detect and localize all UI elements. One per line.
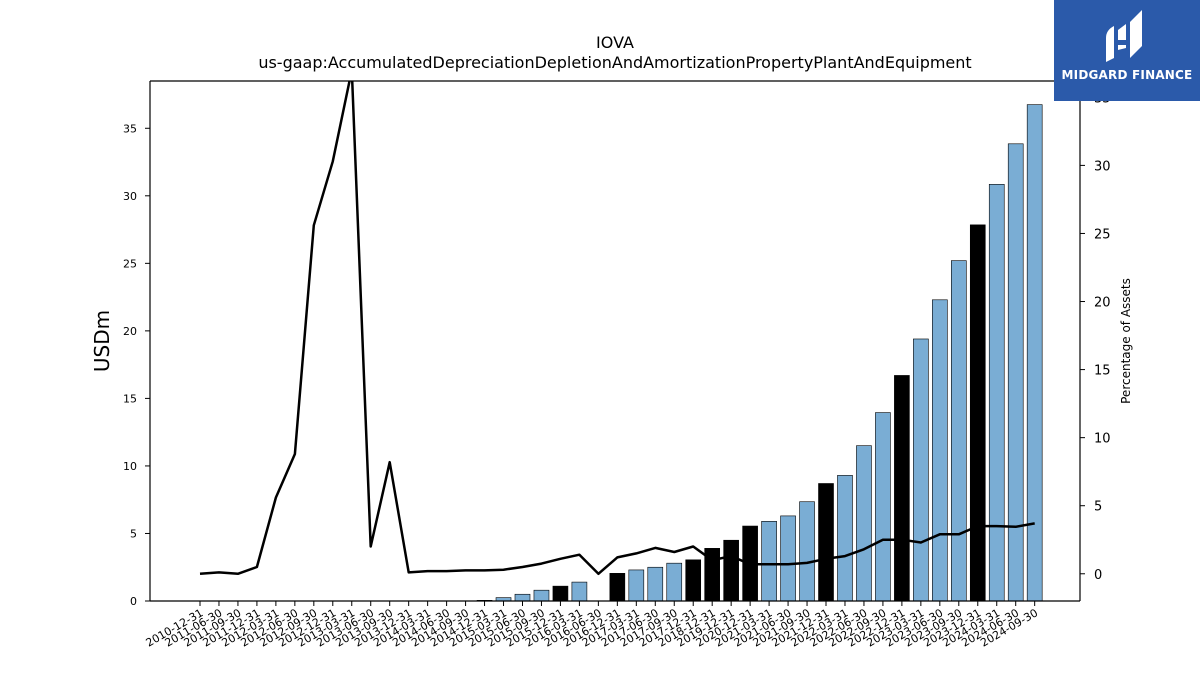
bar	[571, 581, 588, 602]
brand-logo: MIDGARD FINANCE	[1054, 0, 1200, 101]
bar	[875, 412, 891, 602]
bars-group	[192, 104, 1043, 602]
bar	[723, 539, 739, 602]
y-tick-label: 25	[123, 257, 137, 270]
y-right-tick-label: 0	[1094, 568, 1102, 583]
y-right-tick-label: 25	[1094, 227, 1111, 242]
bar	[969, 224, 986, 602]
y-tick-label: 35	[123, 122, 137, 135]
bar	[894, 375, 910, 602]
bar	[818, 483, 834, 602]
bar	[950, 260, 967, 602]
y-axis-right-label: Percentage of Assets	[1119, 278, 1133, 404]
y-right-tick-label: 15	[1094, 364, 1111, 379]
bar	[628, 569, 645, 602]
y-tick-label: 15	[123, 392, 137, 405]
bar	[1007, 143, 1024, 602]
bar	[913, 338, 929, 602]
bar	[647, 566, 664, 602]
line-group	[199, 81, 1035, 576]
chart-subtitle: us-gaap:AccumulatedDepreciationDepletion…	[258, 53, 971, 72]
y-axis-label: USDm	[90, 310, 114, 372]
bar	[780, 515, 796, 602]
y-right-tick-label: 10	[1094, 432, 1111, 447]
bar	[837, 475, 853, 602]
bar	[856, 445, 872, 602]
bar	[1026, 104, 1043, 602]
y-tick-label: 20	[123, 325, 137, 338]
y-right-tick-label: 30	[1094, 159, 1111, 174]
y-right-tick-label: 5	[1094, 500, 1102, 515]
bar	[685, 559, 702, 602]
axes-group: 05101520253035051015202530352010-12-3120…	[123, 80, 1111, 650]
y-tick-label: 10	[123, 460, 137, 473]
bar	[533, 589, 550, 602]
logo-mark-icon	[1106, 10, 1142, 62]
bar	[666, 562, 683, 602]
bar	[988, 184, 1005, 602]
bar	[514, 593, 531, 602]
bar	[609, 573, 626, 602]
chart-title: IOVA	[596, 33, 634, 52]
logo-text: MIDGARD FINANCE	[1061, 68, 1193, 82]
series-line	[199, 81, 1035, 576]
y-right-tick-label: 20	[1094, 296, 1111, 311]
y-tick-label: 0	[130, 595, 137, 608]
bar	[799, 501, 815, 602]
y-tick-label: 30	[123, 190, 137, 203]
y-tick-label: 5	[130, 527, 137, 540]
bar	[552, 585, 569, 602]
bar	[932, 299, 948, 602]
bar	[761, 521, 777, 602]
